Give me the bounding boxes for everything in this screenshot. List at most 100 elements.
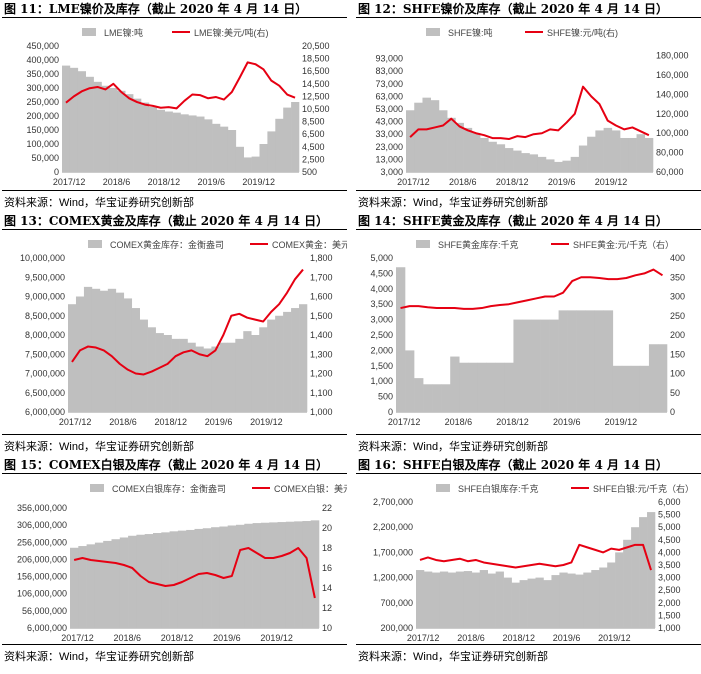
inventory-bar [203, 348, 212, 412]
inventory-bar [636, 134, 646, 172]
y-left-tick-label: 73,000 [375, 79, 403, 89]
y-left-tick-label: 33,000 [375, 129, 403, 139]
y-right-tick-label: 3,000 [658, 573, 681, 583]
y-left-tick-label: 200,000 [380, 623, 413, 633]
inventory-bar [607, 562, 616, 628]
inventory-bar [188, 115, 197, 172]
chart-svg: SHFE镍:吨 SHFE镍:元/吨(右) 3,000 13,000 23,000 33,0… [375, 27, 689, 187]
y-right-tick-label: 300 [670, 292, 685, 302]
inventory-bar [155, 333, 164, 412]
inventory-bar [119, 537, 129, 628]
legend-label: COMEX白银：美元/盎司（右） [274, 483, 347, 494]
inventory-bar [107, 288, 117, 412]
inventory-bar [204, 119, 213, 172]
panel-comex-gold: 图 13：COMEX黄金及库存（截止 2020 年 4 月 14 日） COME… [2, 212, 347, 453]
legend-item: COMEX黄金：美元/盎司（右） [250, 239, 347, 250]
title-rule [2, 229, 347, 230]
inventory-bar [277, 522, 287, 628]
inventory-bar [161, 532, 170, 628]
y-right-tick-label: 2,500 [302, 154, 325, 164]
inventory-bar [540, 319, 550, 412]
y-right-tick-label: 400 [670, 253, 685, 263]
inventory-bar [463, 127, 473, 172]
inventory-bar [177, 530, 187, 628]
inventory-bar [583, 572, 592, 628]
inventory-bar [396, 267, 406, 412]
inventory-bar [62, 65, 71, 172]
y-right-tick-label: 1,000 [658, 623, 681, 633]
inventory-bar [504, 362, 514, 412]
inventory-bar [521, 153, 530, 172]
y-right-tick-label: 150 [670, 349, 685, 359]
y-left-tick-label: 3,500 [370, 299, 393, 309]
y-right-tick-label: 1,400 [310, 330, 333, 340]
y-right-tick-label: 8,500 [302, 117, 325, 127]
inventory-bar [471, 132, 481, 172]
y-left-tick-label: 450,000 [26, 41, 59, 51]
x-tick-label: 2018/12 [154, 417, 187, 427]
legend-swatch [416, 240, 430, 248]
y-left-tick-label: 156,000,000 [17, 572, 67, 582]
inventory-bar [567, 573, 576, 628]
y-left-tick-label: 150,000 [26, 125, 59, 135]
price-line [71, 268, 304, 376]
inventory-bar [91, 288, 101, 412]
y-left-tick-label: 1,500 [370, 361, 393, 371]
title-rule [2, 17, 347, 18]
x-tick-label: 2018/6 [103, 177, 131, 187]
y-right-tick-label: 350 [670, 272, 685, 282]
y-left-tick-label: 7,000,000 [25, 369, 65, 379]
x-tick-label: 2019/6 [213, 633, 241, 643]
legend-item: SHFE白银:元/千克（右） [571, 483, 694, 494]
chart-svg: SHFE黄金库存:千克 SHFE黄金:元/千克（右）05001,0001,5002… [370, 239, 685, 427]
y-right-tick-label: 1,000 [310, 407, 333, 417]
inventory-bar [406, 110, 415, 172]
legend-label: SHFE镍:元/吨(右) [547, 27, 618, 38]
panel-source: 资料来源：Wind，华宝证券研究创新部 [358, 197, 549, 209]
inventory-bar [259, 144, 268, 172]
y-right-tick-label: 120,000 [656, 109, 689, 119]
y-right-tick-label: 10,500 [302, 104, 330, 114]
inventory-bar [615, 552, 624, 628]
inventory-bar [639, 517, 648, 628]
inventory-bar [109, 88, 118, 172]
inventory-bar [495, 571, 504, 628]
title-rule [356, 229, 701, 230]
inventory-bar [611, 130, 621, 172]
inventory-bar [463, 571, 473, 628]
chart-svg: COMEX黄金库存：金衡盎司 COMEX黄金：美元/盎司（右） 6,000,000 6… [20, 239, 347, 427]
y-right-tick-label: 4,500 [302, 142, 325, 152]
inventory-bar [169, 531, 179, 628]
y-right-tick-label: 2,000 [658, 598, 681, 608]
inventory-bar [194, 528, 204, 628]
inventory-bar [259, 327, 268, 412]
y-left-tick-label: 7,500,000 [25, 349, 65, 359]
x-tick-label: 2017/12 [388, 417, 421, 427]
inventory-bar [575, 574, 584, 628]
y-left-tick-label: 56,000,000 [22, 606, 67, 616]
inventory-bar [441, 384, 451, 412]
inventory-bar [455, 122, 464, 172]
y-left-tick-label: 50,000 [31, 153, 59, 163]
inventory-bar [227, 130, 237, 172]
legend-item: SHFE镍:吨 [426, 27, 493, 38]
inventory-bar [148, 107, 158, 172]
inventory-bar [86, 544, 96, 628]
y-right-tick-label: 22 [322, 503, 332, 513]
inventory-bar [495, 362, 505, 412]
inventory-bar [631, 527, 640, 628]
y-left-tick-label: 500 [378, 392, 393, 402]
x-tick-label: 2019/12 [250, 417, 283, 427]
y-right-tick-label: 5,000 [658, 522, 681, 532]
y-left-tick-label: 700,000 [380, 598, 413, 608]
source-rule [2, 434, 347, 435]
chart-svg: LME镍:吨 LME镍:美元/吨(右) 0 50,000 100,000 150,000 2… [26, 27, 330, 187]
inventory-bar [93, 81, 102, 172]
inventory-bar [78, 546, 87, 628]
y-right-tick-label: 20 [322, 523, 332, 533]
inventory-bar [180, 114, 189, 172]
panel-source: 资料来源：Wind，华宝证券研究创新部 [4, 651, 195, 663]
y-left-tick-label: 9,000,000 [25, 292, 65, 302]
inventory-bar [139, 319, 148, 412]
legend-item: SHFE镍:元/吨(右) [525, 27, 618, 38]
